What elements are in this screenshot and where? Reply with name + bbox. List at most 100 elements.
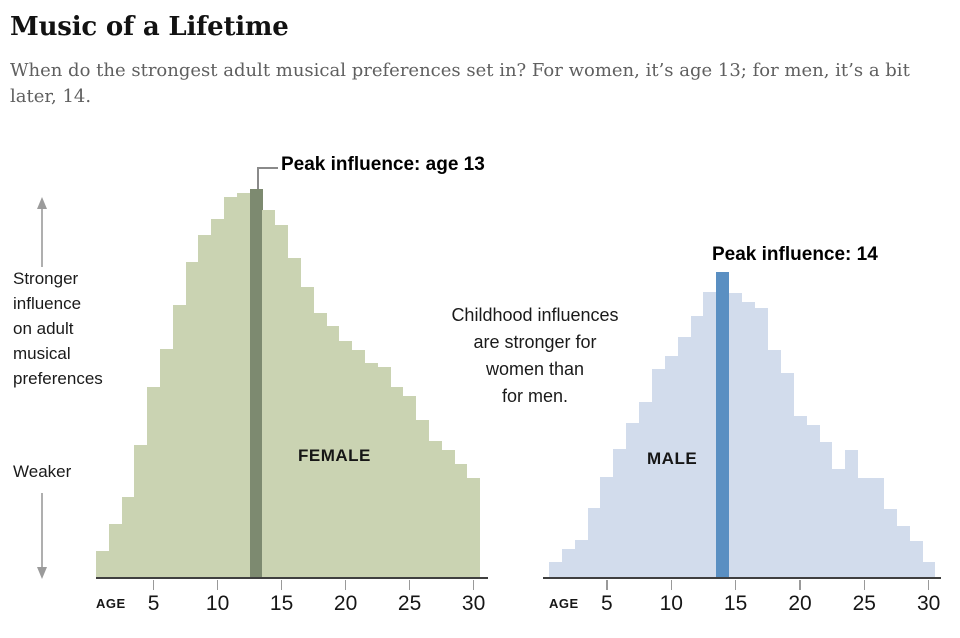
female-bar-age-13: [249, 189, 263, 577]
female-axis-tick-label-5: 5: [147, 592, 160, 615]
male-bar-age-10: [664, 355, 678, 577]
male-x-axis: [543, 577, 941, 579]
male-bar-age-24: [845, 450, 859, 577]
male-axis-tick-label-30: 30: [917, 592, 941, 615]
female-axis-tick-label-30: 30: [461, 592, 486, 615]
male-bar-age-17: [754, 308, 769, 577]
male-bar-age-16: [742, 301, 756, 577]
female-bar-age-24: [390, 386, 404, 577]
male-axis-tick-5: [606, 580, 608, 590]
male-bar-age-9: [651, 369, 666, 577]
male-axis-labels: AGE 5 10 15 20 25 30: [549, 577, 949, 625]
female-age-axis-label: AGE: [96, 596, 126, 611]
male-bar-age-5: [600, 476, 614, 577]
female-bar-age-3: [121, 497, 135, 577]
male-bar-age-13: [703, 291, 717, 577]
female-bar-age-4: [134, 445, 148, 577]
female-axis-tick-label-20: 20: [333, 592, 358, 615]
female-bar-age-30: [467, 478, 481, 577]
weaker-label: Weaker: [13, 462, 72, 481]
male-axis-tick-label-25: 25: [852, 592, 876, 615]
male-bar-age-6: [613, 449, 627, 577]
female-bar-age-10: [211, 218, 225, 577]
male-bar-age-25: [857, 478, 872, 577]
female-series-label: FEMALE: [298, 446, 371, 465]
male-bar-age-23: [832, 469, 846, 577]
male-bar-age-29: [909, 540, 923, 577]
male-axis-tick-label-5: 5: [601, 592, 613, 615]
male-bar-age-3: [574, 540, 588, 577]
male-histogram: [549, 187, 936, 577]
female-axis-labels: AGE 5 10 15 20 25 30: [96, 577, 496, 625]
center-annotation: Childhood influences are stronger for wo…: [451, 305, 619, 406]
male-bar-age-12: [690, 315, 704, 577]
female-bar-age-26: [416, 419, 430, 577]
page-title: Music of a Lifetime: [10, 12, 289, 42]
male-bar-age-8: [639, 402, 653, 577]
female-axis-tick-label-10: 10: [205, 592, 230, 615]
female-bar-age-8: [185, 261, 199, 577]
female-bar-age-17: [300, 287, 314, 577]
male-bar-age-14: [716, 272, 730, 577]
male-bar-age-27: [883, 509, 897, 577]
female-bar-age-22: [364, 362, 378, 577]
female-bar-age-5: [147, 386, 161, 577]
male-bar-age-19: [780, 372, 794, 577]
female-bar-age-7: [172, 305, 186, 577]
female-bar-age-18: [313, 313, 327, 577]
female-peak-annotation: Peak influence: age 13: [281, 154, 485, 175]
subtitle: When do the strongest adult musical pref…: [10, 60, 910, 107]
male-bar-age-21: [806, 424, 820, 577]
female-bar-age-23: [377, 367, 391, 577]
male-axis-tick-label-20: 20: [788, 592, 812, 615]
female-bar-age-12: [236, 192, 250, 577]
male-bar-age-20: [793, 416, 807, 577]
female-axis-tick-10: [216, 580, 219, 590]
female-axis-tick-5: [152, 580, 155, 590]
male-bar-age-11: [677, 336, 691, 577]
female-bar-age-6: [160, 348, 174, 577]
female-bar-age-21: [352, 350, 366, 577]
male-bar-age-30: [922, 561, 936, 577]
male-bar-age-28: [896, 526, 910, 577]
female-bar-age-29: [454, 464, 468, 577]
female-bar-age-9: [198, 235, 212, 577]
male-axis-tick-20: [799, 580, 801, 590]
female-bar-age-25: [403, 396, 417, 577]
female-bar-age-14: [262, 210, 276, 577]
female-axis-tick-30: [472, 580, 475, 590]
male-bar-age-22: [819, 442, 833, 577]
male-axis-tick-label-10: 10: [659, 592, 683, 615]
male-age-axis-label: AGE: [549, 596, 579, 611]
female-bar-age-27: [428, 440, 442, 577]
female-bar-age-15: [275, 225, 289, 577]
weaker-arrow-down-icon: [37, 493, 47, 579]
female-bar-age-20: [339, 341, 353, 577]
female-bar-age-11: [224, 197, 238, 577]
male-axis-tick-25: [863, 580, 866, 590]
female-peak-connector-horizontal: [257, 167, 278, 169]
male-bar-age-1: [549, 561, 563, 577]
male-bar-age-15: [729, 293, 743, 577]
female-axis-tick-15: [280, 580, 283, 590]
male-axis-tick-15: [734, 580, 737, 590]
male-axis-tick-label-15: 15: [723, 592, 748, 615]
male-axis-tick-10: [670, 580, 672, 590]
female-x-axis: [96, 577, 488, 579]
female-bar-age-28: [441, 450, 455, 577]
male-bar-age-7: [626, 423, 640, 577]
female-bar-age-19: [326, 326, 340, 577]
female-bar-age-2: [108, 523, 122, 577]
female-histogram: [96, 187, 481, 577]
female-axis-tick-label-25: 25: [397, 592, 422, 615]
male-series-label: MALE: [647, 449, 698, 468]
male-bar-age-18: [767, 350, 781, 577]
stronger-arrow-up-icon: [37, 197, 47, 267]
stronger-influence-label: Stronger influence on adult musical pref…: [13, 269, 103, 388]
female-axis-tick-20: [344, 580, 347, 590]
male-bar-age-4: [587, 507, 601, 577]
male-axis-tick-30: [927, 580, 930, 590]
female-peak-connector-vertical: [257, 167, 259, 191]
female-bar-age-1: [96, 551, 110, 577]
